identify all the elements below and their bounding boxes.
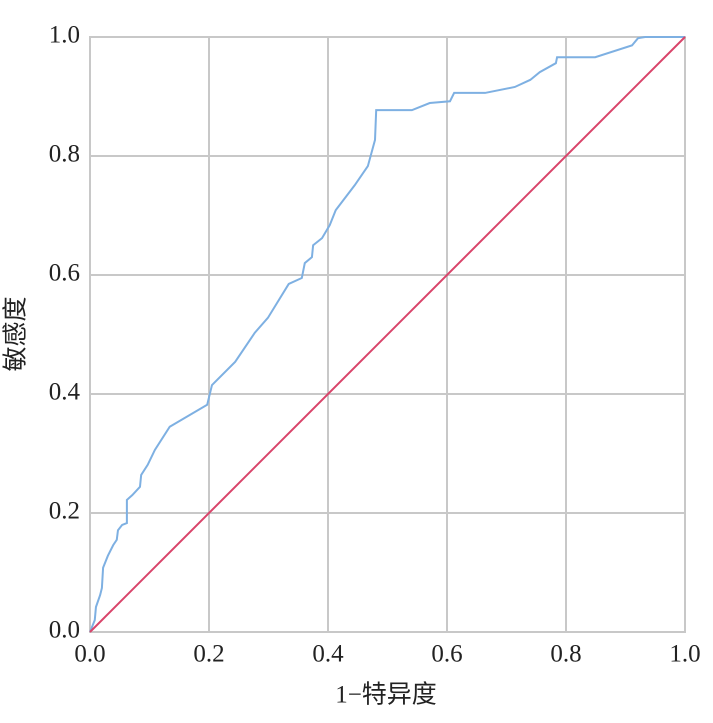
- x-tick-label: 1.0: [669, 641, 700, 668]
- y-tick-label: 0.0: [49, 617, 80, 644]
- line: [89, 36, 685, 633]
- x-tick-label: 0.0: [74, 641, 105, 668]
- y-tick-label: 1.0: [49, 22, 80, 49]
- y-tick-label: 0.6: [49, 260, 80, 287]
- x-tick-label: 0.2: [193, 641, 224, 668]
- x-tick-label: 0.4: [312, 641, 344, 668]
- y-tick-label: 0.8: [49, 141, 80, 168]
- y-axis-label: 敏感度: [2, 296, 30, 371]
- x-tick-label: 0.6: [431, 641, 462, 668]
- x-tick-label: 0.8: [550, 641, 581, 668]
- line: [89, 36, 686, 633]
- x-axis-label: 1−特异度: [335, 681, 437, 709]
- y-tick-label: 0.2: [49, 498, 80, 525]
- y-tick-label: 0.4: [49, 379, 81, 406]
